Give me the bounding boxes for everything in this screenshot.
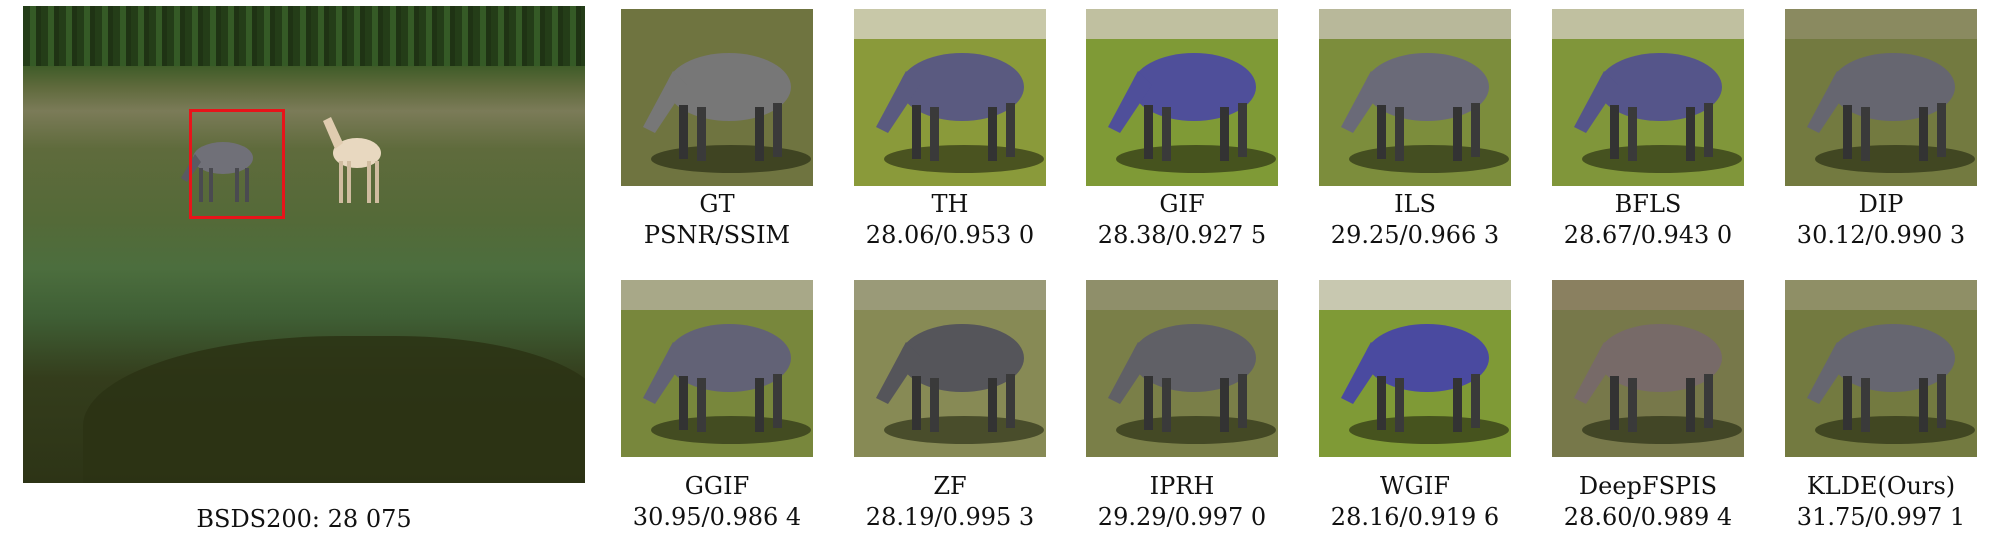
score-label-ils: 29.25/0.966 3	[1330, 221, 1500, 249]
main-scene-image	[23, 6, 585, 483]
score-label-th: 28.06/0.953 0	[865, 221, 1035, 249]
crop-iprh	[1086, 280, 1278, 457]
score-label-iprh: 29.29/0.997 0	[1097, 503, 1267, 531]
tree-line	[23, 6, 585, 66]
highlight-box	[189, 109, 285, 219]
method-label-dip: DIP	[1858, 190, 1904, 218]
crop-deepfspis	[1552, 280, 1744, 457]
white-horse	[323, 117, 381, 203]
score-label-bfls: 28.67/0.943 0	[1563, 221, 1733, 249]
score-label-klde-ours: 31.75/0.997 1	[1796, 503, 1966, 531]
method-label-wgif: WGIF	[1380, 472, 1450, 500]
score-label-deepfspis: 28.60/0.989 4	[1563, 503, 1733, 531]
ground-shadow	[83, 336, 585, 483]
method-label-klde-ours: KLDE(Ours)	[1806, 472, 1956, 500]
crop-bfls	[1552, 9, 1744, 186]
method-label-zf: ZF	[933, 472, 967, 500]
score-label-wgif: 28.16/0.919 6	[1330, 503, 1500, 531]
method-label-iprh: IPRH	[1149, 472, 1215, 500]
crop-zf	[854, 280, 1046, 457]
method-label-ggif: GGIF	[684, 472, 750, 500]
crop-wgif	[1319, 280, 1511, 457]
crop-ggif	[621, 280, 813, 457]
method-label-th: TH	[931, 190, 969, 218]
score-label-dip: 30.12/0.990 3	[1796, 221, 1966, 249]
score-label-gt: PSNR/SSIM	[643, 221, 791, 249]
crop-gt	[621, 9, 813, 186]
crop-th	[854, 9, 1046, 186]
gray-horse	[181, 142, 253, 202]
crop-klde-ours	[1785, 280, 1977, 457]
method-label-gt: GT	[699, 190, 735, 218]
score-label-ggif: 30.95/0.986 4	[632, 503, 802, 531]
main-image-caption: BSDS200: 28 075	[196, 505, 412, 533]
score-label-zf: 28.19/0.995 3	[865, 503, 1035, 531]
method-label-ils: ILS	[1394, 190, 1436, 218]
method-label-deepfspis: DeepFSPIS	[1578, 472, 1718, 500]
method-label-bfls: BFLS	[1614, 190, 1682, 218]
crop-gif	[1086, 9, 1278, 186]
score-label-gif: 28.38/0.927 5	[1097, 221, 1267, 249]
crop-dip	[1785, 9, 1977, 186]
crop-ils	[1319, 9, 1511, 186]
method-label-gif: GIF	[1159, 190, 1205, 218]
